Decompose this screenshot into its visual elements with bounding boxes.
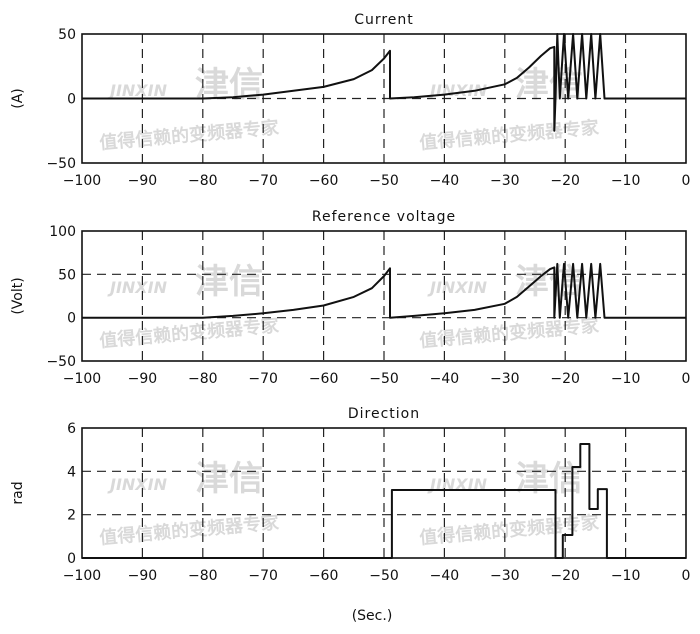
watermark-slogan: 值得信赖的变频器专家	[99, 314, 281, 352]
chart-title: Reference voltage	[312, 209, 456, 225]
x-tick-label: −100	[63, 371, 101, 387]
x-tick-label: −90	[128, 173, 158, 189]
x-tick-label: −40	[430, 371, 460, 387]
series-line	[82, 443, 686, 559]
x-axis-label: (Sec.)	[352, 608, 393, 624]
y-tick-label: 50	[58, 267, 76, 283]
y-tick-label: 100	[49, 224, 76, 240]
chart-title: Current	[354, 12, 414, 28]
y-tick-label: 6	[67, 421, 76, 437]
watermark-slogan: 值得信赖的变频器专家	[99, 511, 281, 549]
y-tick-label: −50	[46, 354, 76, 370]
y-axis-label: rad	[10, 481, 26, 504]
x-tick-label: −30	[490, 371, 520, 387]
panel-1: −100 −90 −80 −70 −60 −50 −40 −30 −20 −10 0−50050Cu…	[10, 12, 690, 189]
watermark-slogan: 值得信赖的变频器专家	[419, 116, 601, 154]
watermark-logo: 津信	[195, 459, 263, 499]
x-tick-label: 0	[682, 568, 691, 584]
watermark-slogan: 值得信赖的变频器专家	[419, 511, 601, 549]
y-axis-label: (A)	[10, 88, 26, 109]
x-tick-label: −50	[369, 173, 399, 189]
series-line	[82, 33, 686, 132]
x-tick-label: −40	[430, 568, 460, 584]
x-tick-label: −60	[309, 371, 339, 387]
y-tick-label: 4	[67, 464, 76, 480]
x-tick-label: −20	[550, 371, 580, 387]
y-tick-label: 0	[67, 311, 76, 327]
panel-2: −100 −90 −80 −70 −60 −50 −40 −30 −20 −10 0−5005010…	[10, 209, 690, 387]
x-tick-label: −10	[611, 173, 641, 189]
x-tick-label: −50	[369, 568, 399, 584]
x-tick-label: −30	[490, 173, 520, 189]
x-tick-label: −60	[309, 173, 339, 189]
watermark-slogan: 值得信赖的变频器专家	[419, 314, 601, 352]
series-line	[82, 262, 686, 319]
y-tick-label: 0	[67, 92, 76, 108]
watermark-brand: JINXIN	[107, 278, 168, 297]
panel-3: −100 −90 −80 −70 −60 −50 −40 −30 −20 −10 00246Dire…	[10, 406, 690, 624]
watermark-slogan: 值得信赖的变频器专家	[99, 116, 281, 154]
x-tick-label: −80	[188, 173, 218, 189]
y-tick-label: 50	[58, 27, 76, 43]
x-tick-label: −60	[309, 568, 339, 584]
y-tick-label: 2	[67, 508, 76, 524]
watermark-brand: JINXIN	[427, 278, 488, 297]
x-tick-label: −70	[248, 568, 278, 584]
y-axis-label: (Volt)	[10, 277, 26, 314]
x-tick-label: −70	[248, 173, 278, 189]
plot-frame	[81, 230, 687, 362]
x-tick-label: −80	[188, 568, 218, 584]
x-tick-label: 0	[682, 173, 691, 189]
x-tick-label: 0	[682, 371, 691, 387]
x-tick-label: −70	[248, 371, 278, 387]
x-tick-label: −90	[128, 371, 158, 387]
x-tick-label: −10	[611, 371, 641, 387]
x-tick-label: −10	[611, 568, 641, 584]
x-tick-label: −20	[550, 568, 580, 584]
x-tick-label: −50	[369, 371, 399, 387]
watermark-brand: JINXIN	[107, 81, 168, 100]
y-tick-label: 0	[67, 551, 76, 567]
watermark-brand: JINXIN	[107, 475, 168, 494]
x-tick-label: −100	[63, 568, 101, 584]
x-tick-label: −90	[128, 568, 158, 584]
watermark-brand: JINXIN	[427, 475, 488, 494]
x-tick-label: −20	[550, 173, 580, 189]
x-tick-label: −30	[490, 568, 520, 584]
chart-title: Direction	[348, 406, 420, 422]
x-tick-label: −80	[188, 371, 218, 387]
x-tick-label: −40	[430, 173, 460, 189]
watermark-logo: 津信	[195, 262, 263, 302]
x-tick-label: −100	[63, 173, 101, 189]
y-tick-label: −50	[46, 156, 76, 172]
